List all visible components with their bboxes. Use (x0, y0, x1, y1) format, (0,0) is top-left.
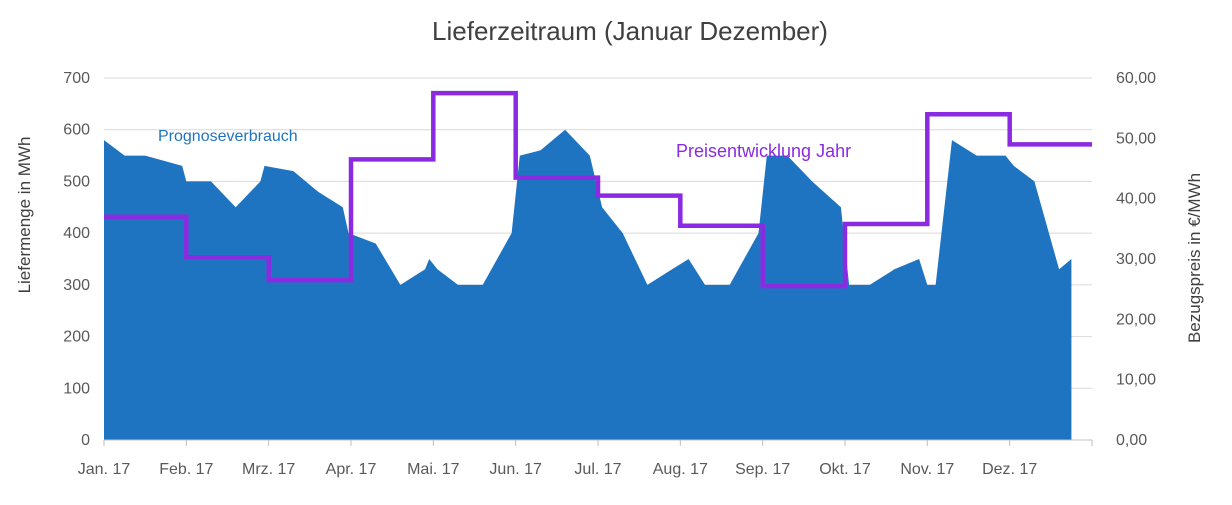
area-series-layer (104, 129, 1072, 440)
y-tick-label: 100 (63, 380, 90, 397)
x-tick-label: Nov. 17 (900, 461, 954, 478)
y2-tick-label: 10,00 (1116, 372, 1156, 389)
y-axis-label: Liefermenge in MWh (15, 137, 34, 294)
y-tick-label: 300 (63, 277, 90, 294)
x-tick-label: Okt. 17 (819, 461, 871, 478)
x-tick-label: Jul. 17 (574, 461, 621, 478)
x-tick-label: Jan. 17 (78, 461, 131, 478)
x-tick-label: Aug. 17 (653, 461, 708, 478)
y2-tick-label: 20,00 (1116, 311, 1156, 328)
y-tick-label: 0 (81, 432, 90, 449)
y2-tick-label: 50,00 (1116, 130, 1156, 147)
annotation-preisentwicklung: Preisentwicklung Jahr (676, 141, 851, 161)
x-tick-label: Dez. 17 (982, 461, 1037, 478)
y2-tick-label: 30,00 (1116, 251, 1156, 268)
chart-title: Lieferzeitraum (Januar Dezember) (432, 16, 828, 46)
x-tick-label: Mrz. 17 (242, 461, 295, 478)
x-tick-label: Mai. 17 (407, 461, 460, 478)
y2-axis-label: Bezugspreis in €/MWh (1185, 173, 1204, 343)
y2-tick-label: 0,00 (1116, 432, 1147, 449)
y2-tick-label: 40,00 (1116, 191, 1156, 208)
y-tick-label: 400 (63, 225, 90, 242)
y-tick-label: 700 (63, 70, 90, 87)
x-tick-label: Sep. 17 (735, 461, 790, 478)
y-tick-label: 500 (63, 173, 90, 190)
x-tick-label: Apr. 17 (326, 461, 377, 478)
y-tick-label: 200 (63, 329, 90, 346)
x-tick-label: Feb. 17 (159, 461, 213, 478)
tick-labels: 0 100 200 300 400 500 600 700 0,00 10,00 20,00 30,0… (63, 70, 1156, 478)
x-tick-label: Jun. 17 (489, 461, 542, 478)
series-prognoseverbrauch-area (104, 129, 1072, 440)
y-tick-label: 600 (63, 122, 90, 139)
y2-tick-label: 60,00 (1116, 70, 1156, 87)
annotation-prognoseverbrauch: Prognoseverbrauch (158, 128, 298, 145)
axes (103, 439, 1093, 446)
series-preisentwicklung-step (104, 90, 1092, 289)
step-series-layer (104, 90, 1092, 289)
